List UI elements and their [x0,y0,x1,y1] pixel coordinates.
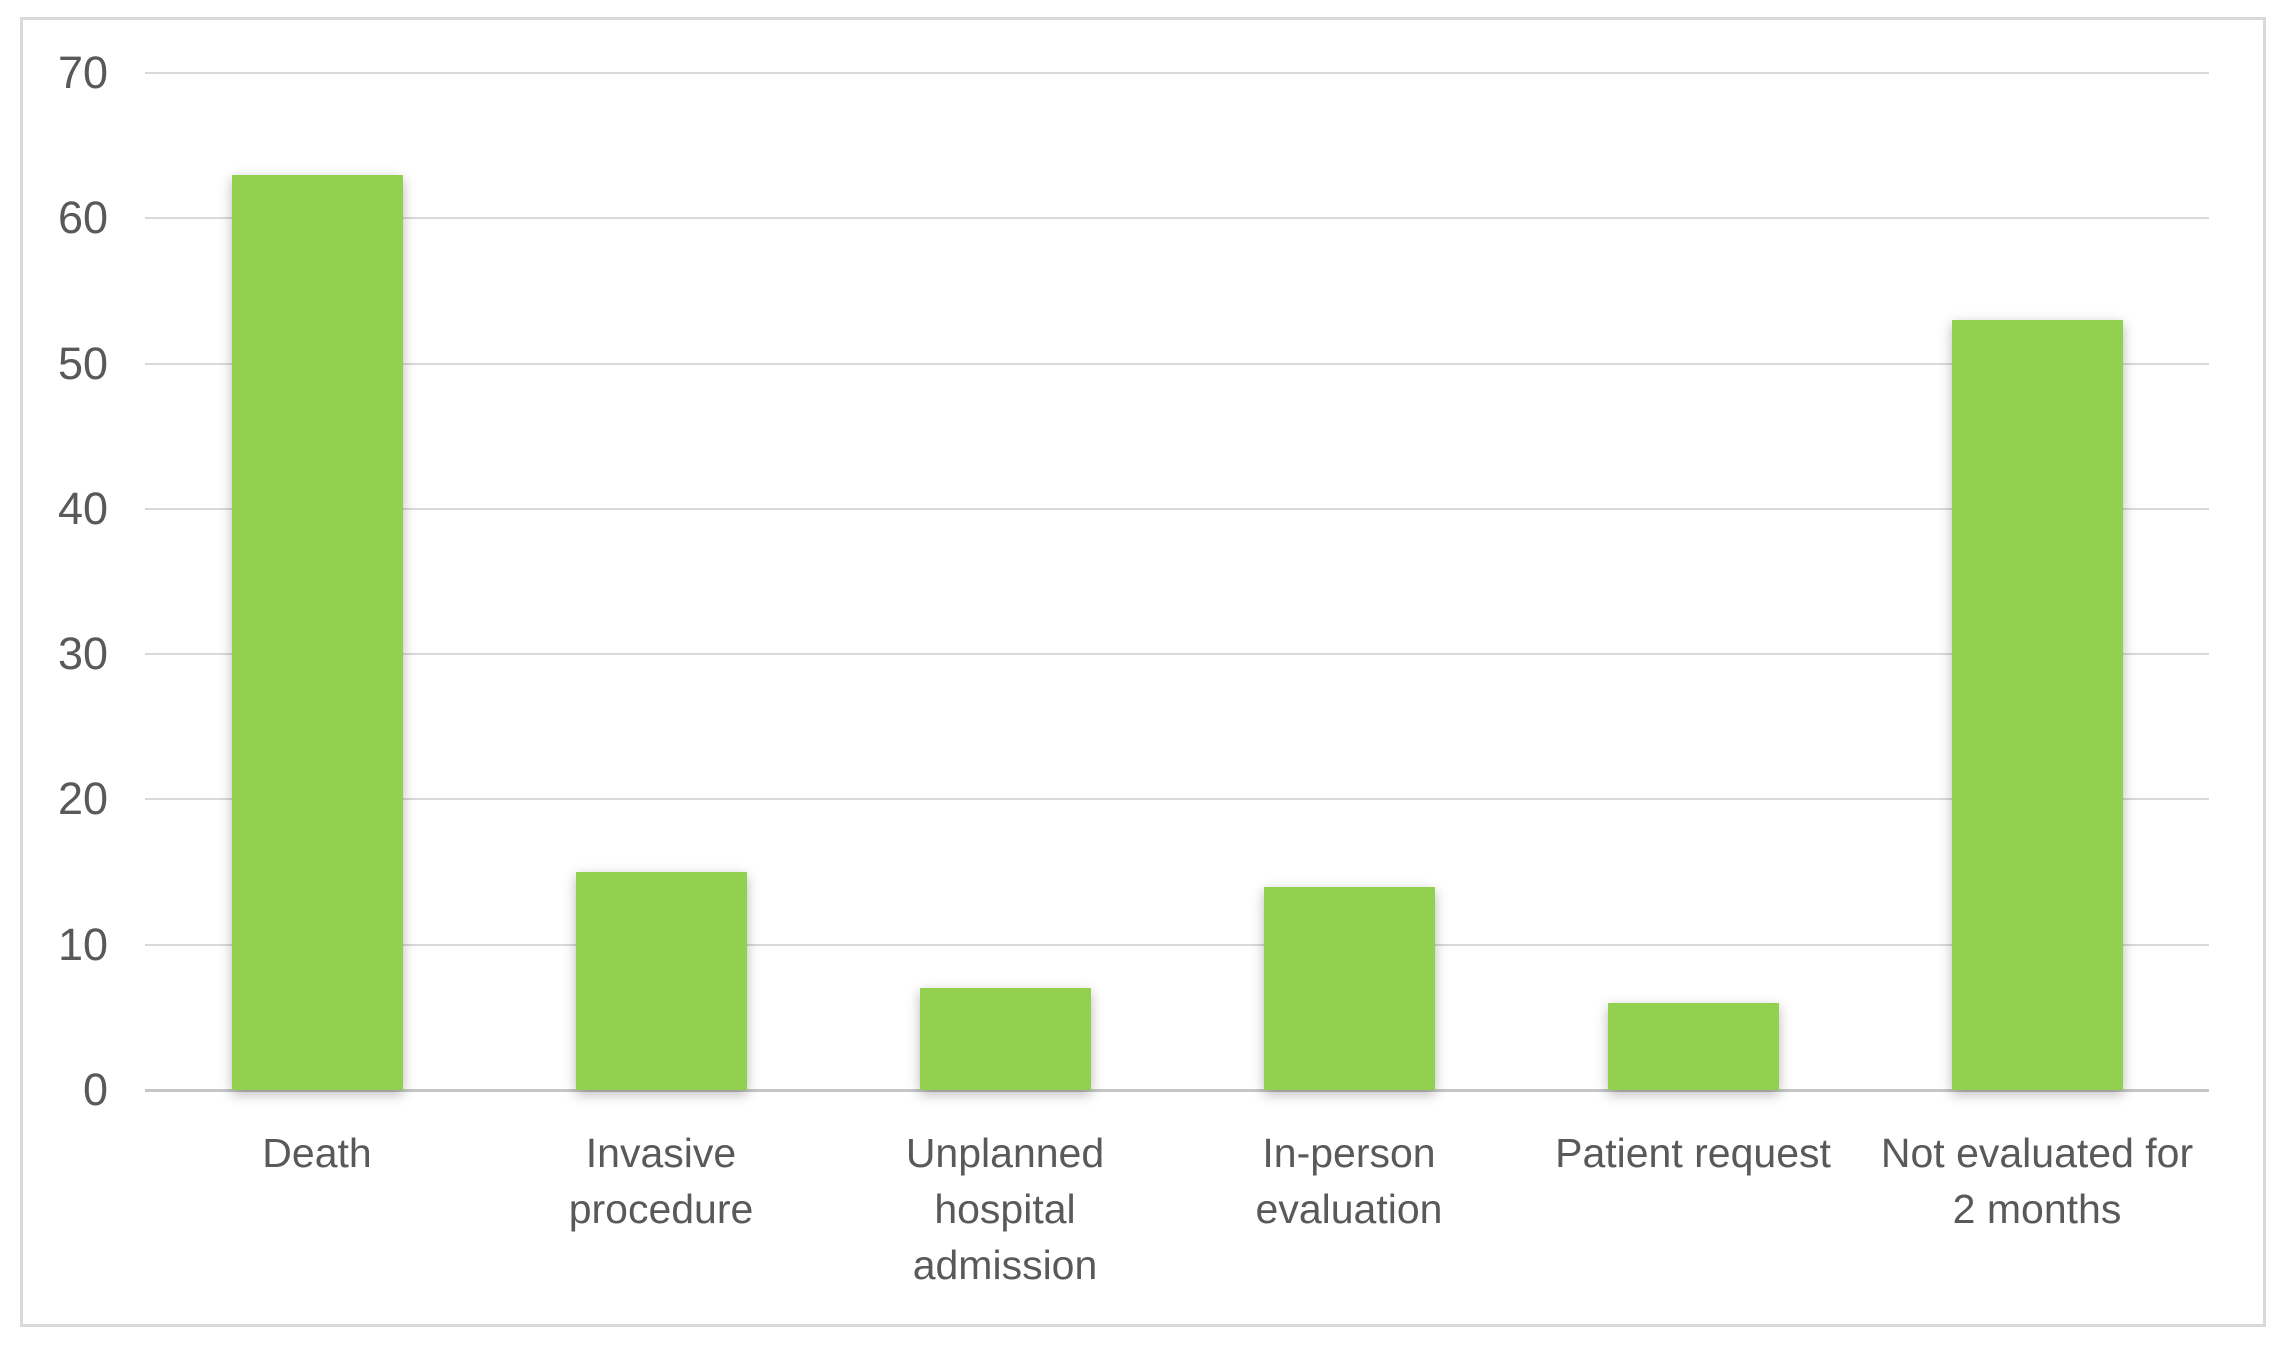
bar-patient-request [1607,1002,1779,1090]
bar-invasive-procedure [575,872,747,1090]
x-axis-category-label-patient-request: Patient request [1555,1130,1831,1176]
y-axis-tick-label-60: 60 [57,192,108,244]
y-axis-tick-label-30: 30 [57,628,108,680]
x-axis-category-label-death: Death [262,1130,372,1176]
x-axis-category-label-not-evaluated-for-2-months: Not evaluated for 2 months [1880,1130,2194,1232]
y-axis-tick-label-70: 70 [57,47,108,98]
x-axis-category-label-in-person-evaluation: In-person evaluation [1255,1130,1443,1232]
bar-unplanned-hospital-admission [919,988,1091,1090]
y-axis-tick-label-40: 40 [57,482,108,534]
bar-in-person-evaluation [1263,886,1435,1090]
bar-death [231,174,403,1090]
x-axis-category-label-unplanned-hospital-admission: Unplanned hospital admission [905,1130,1105,1288]
y-axis-tick-label-10: 10 [57,918,108,970]
y-axis-tick-label-20: 20 [57,773,108,825]
y-axis-tick-label-0: 0 [82,1064,108,1115]
x-axis-category-label-invasive-procedure: Invasive procedure [568,1130,754,1232]
y-axis-tick-label-50: 50 [57,337,108,389]
bar-not-evaluated-for-2-months [1951,319,2123,1090]
